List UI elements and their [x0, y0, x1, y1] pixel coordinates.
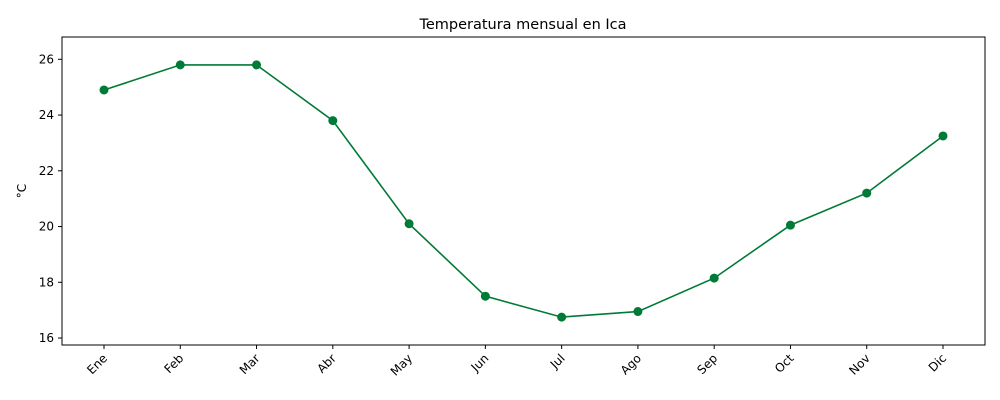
- data-point: [557, 312, 567, 322]
- data-point: [709, 273, 719, 283]
- x-tick-label: Jun: [468, 351, 492, 375]
- data-point: [99, 85, 109, 95]
- data-point: [175, 60, 185, 70]
- y-tick-label: 18: [39, 275, 54, 289]
- y-axis-label: °C: [15, 184, 29, 198]
- x-tick-label: Sep: [694, 351, 720, 377]
- y-tick-label: 22: [39, 164, 54, 178]
- data-point: [938, 131, 948, 141]
- x-tick-label: Feb: [161, 351, 186, 376]
- x-tick-label: Jul: [547, 351, 568, 372]
- x-axis-ticks: Ene Feb Mar Abr May Jun Jul Ago Sep Oct Nov Dic: [84, 345, 949, 379]
- y-tick-label: 20: [39, 220, 54, 234]
- y-tick-label: 24: [39, 108, 54, 122]
- chart-title: Temperatura mensual en Ica: [418, 17, 626, 33]
- data-point: [328, 116, 338, 126]
- y-tick-label: 26: [39, 52, 54, 66]
- plot-area-frame: [61, 36, 986, 346]
- series-line: [103, 64, 944, 318]
- x-tick-label: May: [388, 351, 415, 378]
- x-tick-label: Ene: [84, 351, 110, 377]
- x-tick-label: Dic: [926, 351, 949, 374]
- data-point: [862, 188, 872, 198]
- x-tick-label: Nov: [846, 351, 872, 377]
- x-tick-label: Mar: [237, 351, 263, 377]
- data-point: [480, 291, 490, 301]
- series-layer: [99, 60, 948, 322]
- x-tick-label: Abr: [314, 351, 339, 376]
- data-point: [404, 219, 414, 229]
- data-point: [252, 60, 262, 70]
- data-point: [785, 220, 795, 230]
- y-axis-ticks: 16 18 20 22 24 26: [39, 52, 62, 345]
- x-tick-label: Oct: [772, 351, 797, 376]
- data-point: [633, 307, 643, 317]
- x-tick-label: Ago: [618, 351, 644, 377]
- y-tick-label: 16: [39, 331, 54, 345]
